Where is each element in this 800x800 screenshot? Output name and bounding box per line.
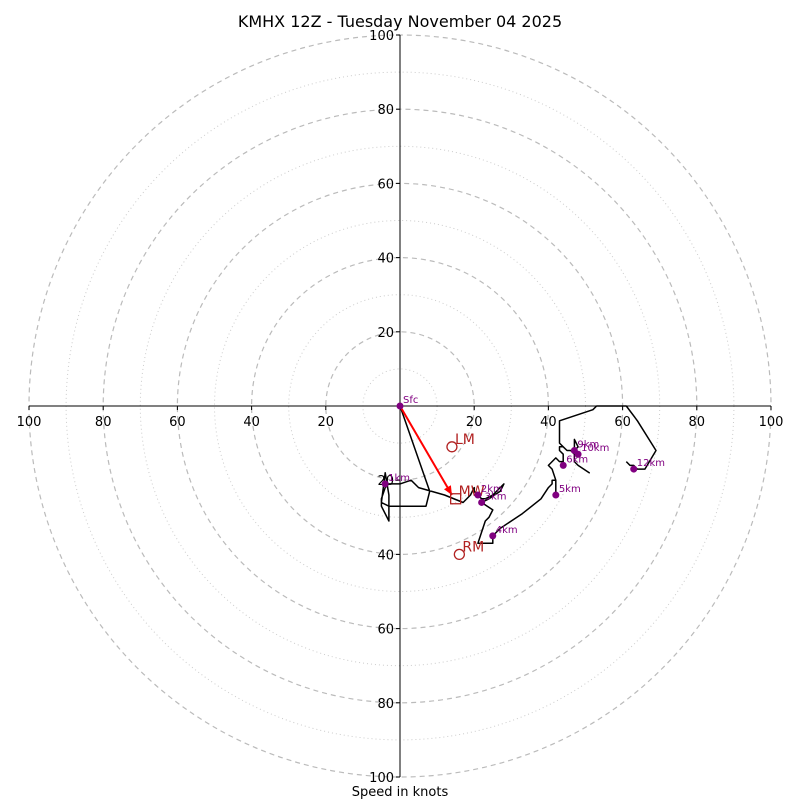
x-tick-labels: 100 80 60 40 20 20 40 60 80 100 — [17, 406, 784, 430]
height-marker-point — [478, 498, 486, 506]
y-tick-label: 40 — [377, 252, 394, 267]
height-marker-label: 10km — [581, 443, 609, 454]
chart-title: KMHX 12Z - Tuesday November 04 2025 — [238, 12, 562, 31]
storm-motion-label: LM — [455, 432, 475, 448]
storm-motion-marker — [446, 441, 458, 453]
x-tick-label: 20 — [466, 415, 483, 430]
height-marker-label: 9km — [577, 440, 599, 451]
x-tick-label: 60 — [169, 415, 186, 430]
height-marker-point — [630, 465, 638, 473]
shear-vector-arrowhead — [444, 485, 452, 495]
x-tick-label: 80 — [95, 415, 112, 430]
storm-motion-marker — [453, 548, 466, 561]
height-marker-label: 3km — [485, 491, 507, 502]
y-tick-label: 100 — [369, 29, 394, 44]
shear-vector — [399, 405, 453, 496]
height-marker-label: 5km — [559, 484, 581, 495]
y-tick-label: 80 — [377, 103, 394, 118]
height-marker-point — [574, 450, 582, 458]
height-marker-label: 6km — [566, 454, 588, 465]
height-marker-label: Sfc — [403, 395, 418, 406]
hodograph-trace — [380, 405, 657, 545]
height-marker-label: 12km — [637, 458, 665, 469]
height-marker-point — [474, 491, 482, 499]
height-marker-point — [559, 461, 567, 469]
storm-motion-marker — [449, 493, 462, 505]
x-tick-label: 100 — [17, 415, 42, 430]
shear-vector-line — [399, 405, 453, 496]
y-tick-label: 20 — [377, 326, 394, 341]
height-marker-point — [552, 491, 560, 499]
x-tick-label: 100 — [759, 415, 784, 430]
x-tick-label: 40 — [243, 415, 260, 430]
y-tick-label: 60 — [377, 623, 394, 638]
y-tick-label: 100 — [369, 771, 394, 786]
height-marker-label: 2km — [481, 484, 503, 495]
height-marker-point — [396, 402, 404, 410]
x-tick-label: 40 — [540, 415, 557, 430]
height-marker-label: 1km — [388, 473, 410, 484]
hodograph-line — [380, 405, 657, 545]
height-marker-point — [489, 532, 497, 540]
height-marker-label: 4km — [496, 525, 518, 536]
storm-motion-label: RM — [462, 539, 484, 555]
x-tick-label: 80 — [689, 415, 706, 430]
x-tick-label: 20 — [318, 415, 335, 430]
x-tick-label: 60 — [614, 415, 631, 430]
y-tick-label: 40 — [377, 548, 394, 563]
x-axis-label: Speed in knots — [352, 785, 449, 800]
y-tick-label: 60 — [377, 177, 394, 192]
y-tick-label: 80 — [377, 697, 394, 712]
height-marker-point — [381, 480, 389, 488]
